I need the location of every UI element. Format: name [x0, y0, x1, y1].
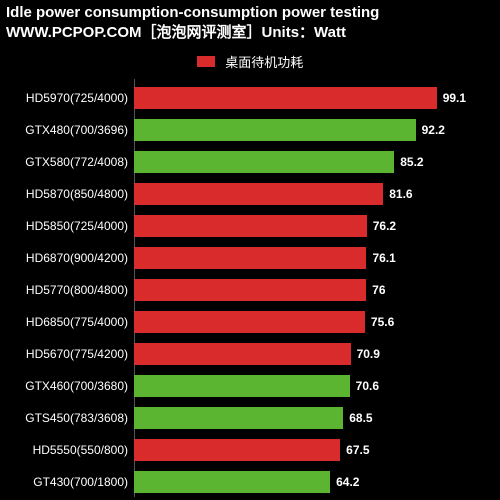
bar: 76.1: [134, 247, 366, 269]
chart-row: GT430(700/1800)64.2: [0, 467, 500, 497]
bar-track: 75.6: [134, 311, 500, 333]
bar-value: 64.2: [330, 475, 359, 489]
bar-track: 99.1: [134, 87, 500, 109]
chart-row: GTX580(772/4008)85.2: [0, 147, 500, 177]
bar-value: 92.2: [416, 123, 445, 137]
bar: 85.2: [134, 151, 394, 173]
chart-row: HD6870(900/4200)76.1: [0, 243, 500, 273]
bar-track: 81.6: [134, 183, 500, 205]
bar-track: 64.2: [134, 471, 500, 493]
legend: 桌面待机功耗: [0, 42, 500, 79]
y-axis-label: HD6870(900/4200): [0, 251, 134, 265]
bar-track: 92.2: [134, 119, 500, 141]
bar-value: 75.6: [365, 315, 394, 329]
chart-row: HD6850(775/4000)75.6: [0, 307, 500, 337]
bar-value: 68.5: [343, 411, 372, 425]
chart-row: GTS450(783/3608)68.5: [0, 403, 500, 433]
legend-label: 桌面待机功耗: [225, 55, 303, 70]
bar: 68.5: [134, 407, 343, 429]
bar-track: 67.5: [134, 439, 500, 461]
y-axis-label: HD5670(775/4200): [0, 347, 134, 361]
y-axis-label: HD5970(725/4000): [0, 91, 134, 105]
y-axis-label: HD5850(725/4000): [0, 219, 134, 233]
bar: 76.2: [134, 215, 367, 237]
bar-track: 85.2: [134, 151, 500, 173]
bar: 76: [134, 279, 366, 301]
bar-track: 76.2: [134, 215, 500, 237]
bar-track: 70.9: [134, 343, 500, 365]
y-axis-label: HD5550(550/800): [0, 443, 134, 457]
chart-row: GTX460(700/3680)70.6: [0, 371, 500, 401]
bar-value: 70.6: [350, 379, 379, 393]
bar: 64.2: [134, 471, 330, 493]
chart-row: HD5870(850/4800)81.6: [0, 179, 500, 209]
bar: 70.9: [134, 343, 351, 365]
bar-value: 76.2: [367, 219, 396, 233]
chart-row: HD5970(725/4000)99.1: [0, 83, 500, 113]
chart-row: HD5550(550/800)67.5: [0, 435, 500, 465]
bar: 75.6: [134, 311, 365, 333]
bar: 99.1: [134, 87, 437, 109]
chart-row: HD5850(725/4000)76.2: [0, 211, 500, 241]
bar: 67.5: [134, 439, 340, 461]
chart-row: HD5670(775/4200)70.9: [0, 339, 500, 369]
bar-value: 76.1: [366, 251, 395, 265]
bar-value: 99.1: [437, 91, 466, 105]
bar-track: 76.1: [134, 247, 500, 269]
bar-value: 70.9: [351, 347, 380, 361]
bar-track: 76: [134, 279, 500, 301]
bar-value: 81.6: [383, 187, 412, 201]
bar-track: 70.6: [134, 375, 500, 397]
y-axis-label: GTS450(783/3608): [0, 411, 134, 425]
bar: 92.2: [134, 119, 416, 141]
bar-value: 85.2: [394, 155, 423, 169]
bar-chart: HD5970(725/4000)99.1GTX480(700/3696)92.2…: [0, 79, 500, 497]
chart-subtitle: WWW.PCPOP.COM［泡泡网评测室］Units：Watt: [0, 21, 500, 42]
chart-title: Idle power consumption-consumption power…: [0, 0, 500, 21]
y-axis-label: GT430(700/1800): [0, 475, 134, 489]
y-axis-label: HD5770(800/4800): [0, 283, 134, 297]
bar-value: 67.5: [340, 443, 369, 457]
chart-row: GTX480(700/3696)92.2: [0, 115, 500, 145]
bar: 70.6: [134, 375, 350, 397]
y-axis-label: GTX480(700/3696): [0, 123, 134, 137]
y-axis-label: HD6850(775/4000): [0, 315, 134, 329]
bar-value: 76: [366, 283, 385, 297]
y-axis-label: GTX460(700/3680): [0, 379, 134, 393]
chart-row: HD5770(800/4800)76: [0, 275, 500, 305]
y-axis-label: GTX580(772/4008): [0, 155, 134, 169]
bar-track: 68.5: [134, 407, 500, 429]
y-axis-label: HD5870(850/4800): [0, 187, 134, 201]
bar: 81.6: [134, 183, 383, 205]
legend-swatch: [197, 56, 215, 67]
